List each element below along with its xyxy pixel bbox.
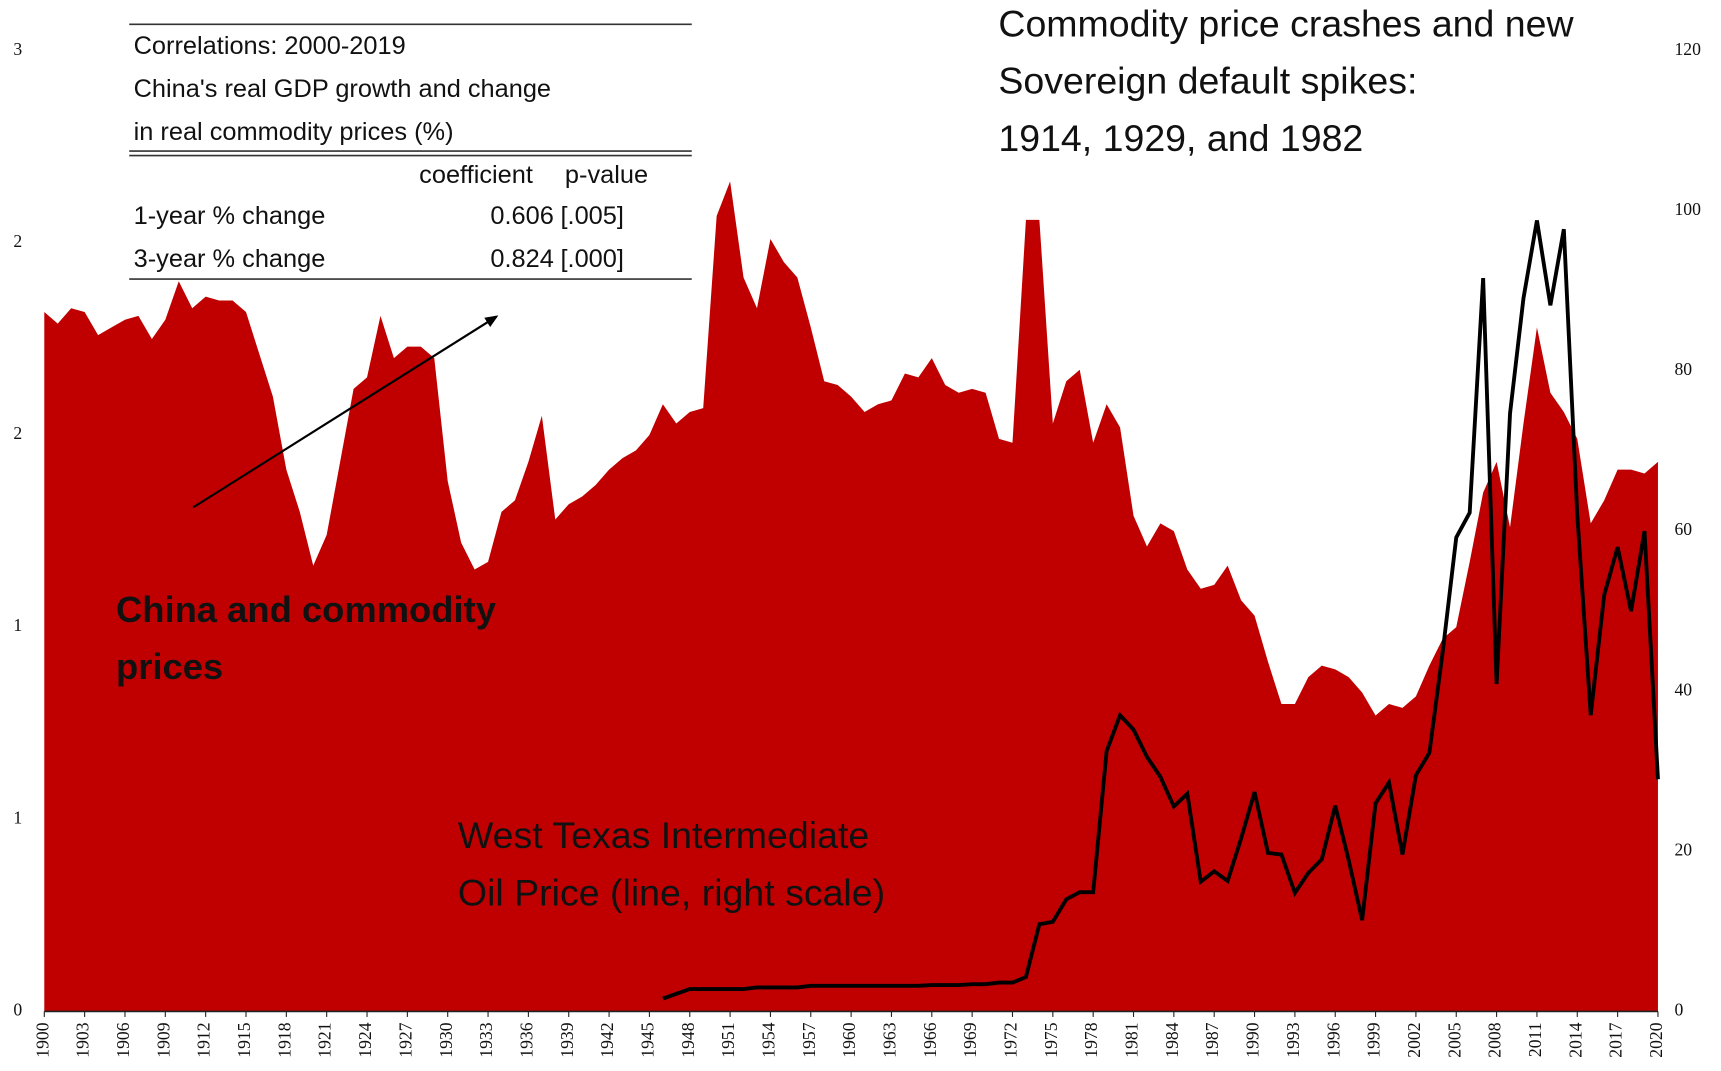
x-tick-label: 2020 <box>1646 1022 1666 1057</box>
x-tick-label: 1966 <box>920 1022 940 1057</box>
y-tick-label: 1 <box>13 615 22 635</box>
annotation: China and commodity <box>116 589 497 630</box>
x-tick-label: 1936 <box>516 1022 536 1057</box>
x-tick-label: 1975 <box>1041 1022 1061 1057</box>
x-tick-label: 1960 <box>839 1022 859 1057</box>
x-tick-label: 1984 <box>1162 1022 1182 1057</box>
x-tick-label: 1942 <box>597 1022 617 1057</box>
x-tick-label: 2002 <box>1404 1022 1424 1057</box>
chart-title: Sovereign default spikes: <box>998 60 1417 102</box>
table-cell: [.005] <box>560 202 623 230</box>
x-tick-label: 1987 <box>1202 1022 1222 1057</box>
x-tick-label: 1996 <box>1323 1022 1343 1057</box>
y-tick-label: 2 <box>13 231 22 251</box>
x-tick-label: 1993 <box>1283 1022 1303 1057</box>
table-cell: [.000] <box>560 245 623 273</box>
x-tick-label: 1981 <box>1122 1022 1142 1057</box>
y-tick-label: 3 <box>13 39 22 59</box>
x-tick-label: 1939 <box>557 1022 577 1057</box>
x-tick-label: 1930 <box>436 1022 456 1057</box>
annotation: West Texas Intermediate <box>458 814 869 856</box>
annotation: prices <box>116 646 223 687</box>
y2-tick-label: 80 <box>1675 359 1693 379</box>
x-tick-label: 1927 <box>395 1022 415 1057</box>
x-tick-label: 2005 <box>1444 1022 1464 1057</box>
x-tick-label: 2017 <box>1606 1022 1626 1057</box>
y2-tick-label: 20 <box>1675 839 1693 859</box>
table-header: p-value <box>565 161 648 189</box>
table-cell: 1-year % change <box>134 202 326 230</box>
x-tick-label: 1924 <box>355 1022 375 1057</box>
arrow <box>192 315 499 509</box>
chart-title: 1914, 1929, and 1982 <box>998 117 1363 159</box>
y2-tick-label: 40 <box>1675 679 1693 699</box>
x-tick-label: 1972 <box>1001 1022 1021 1057</box>
y-tick-label: 2 <box>13 423 22 443</box>
x-tick-label: 1978 <box>1081 1022 1101 1057</box>
y2-tick-label: 100 <box>1675 199 1702 219</box>
x-tick-label: 1963 <box>880 1022 900 1057</box>
correlation-table: Correlations: 2000-2019 China's real GDP… <box>129 23 692 280</box>
x-tick-label: 1912 <box>194 1022 214 1057</box>
area <box>44 181 1658 1012</box>
x-tick-label: 2011 <box>1525 1022 1545 1057</box>
table-title: in real commodity prices (%) <box>134 118 454 146</box>
y-tick-label: 1 <box>13 807 22 827</box>
x-tick-label: 1909 <box>153 1022 173 1057</box>
plot-area <box>43 181 1660 1017</box>
chart-title: Commodity price crashes and new <box>998 2 1574 44</box>
table-cell: 0.824 <box>490 245 553 273</box>
x-tick-label: 1990 <box>1243 1022 1263 1057</box>
y2-tick-label: 60 <box>1675 519 1693 539</box>
china-annotation: China and commodity prices <box>116 589 497 687</box>
table-cell: 0.606 <box>490 202 553 230</box>
x-tick-label: 1954 <box>758 1022 778 1057</box>
x-tick-label: 1999 <box>1364 1022 1384 1057</box>
x-tick-label: 1921 <box>315 1022 335 1057</box>
annotation: Oil Price (line, right scale) <box>458 872 885 914</box>
x-tick-label: 1957 <box>799 1022 819 1057</box>
x-tick-label: 1915 <box>234 1022 254 1057</box>
table-header: coefficient <box>419 161 533 189</box>
y-tick-label: 0 <box>13 999 22 1019</box>
x-tick-label: 1900 <box>32 1022 52 1057</box>
title: Commodity price crashes and new Sovereig… <box>998 2 1574 159</box>
x-tick-label: 2008 <box>1485 1022 1505 1057</box>
oil-annotation: West Texas Intermediate Oil Price (line,… <box>458 814 885 913</box>
x-tick-label: 2014 <box>1565 1022 1585 1057</box>
x-tick-label: 1903 <box>73 1022 93 1057</box>
y2-tick-label: 120 <box>1675 39 1702 59</box>
x-tick-label: 1906 <box>113 1022 133 1057</box>
table-title: Correlations: 2000-2019 <box>134 32 406 60</box>
x-tick-label: 1951 <box>718 1022 738 1057</box>
y2-tick-label: 0 <box>1675 999 1684 1019</box>
x-tick-label: 1948 <box>678 1022 698 1057</box>
x-tick-label: 1933 <box>476 1022 496 1057</box>
table-cell: 3-year % change <box>134 245 326 273</box>
x-tick-label: 1969 <box>960 1022 980 1057</box>
table-title: China's real GDP growth and change <box>134 75 551 103</box>
line <box>662 220 1660 1001</box>
x-tick-label: 1945 <box>637 1022 657 1057</box>
x-tick-label: 1918 <box>274 1022 294 1057</box>
